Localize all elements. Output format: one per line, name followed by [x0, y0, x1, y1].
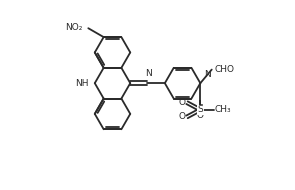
Text: CHO: CHO: [215, 65, 235, 74]
Text: O: O: [178, 112, 185, 121]
Text: S: S: [197, 105, 203, 114]
Text: N: N: [145, 69, 151, 78]
Text: NO₂: NO₂: [65, 23, 82, 32]
Text: O: O: [197, 111, 204, 120]
Text: N: N: [204, 70, 211, 79]
Text: NH: NH: [75, 79, 89, 88]
Text: CH₃: CH₃: [214, 105, 231, 114]
Text: O: O: [178, 98, 185, 107]
Text: S: S: [197, 104, 203, 113]
